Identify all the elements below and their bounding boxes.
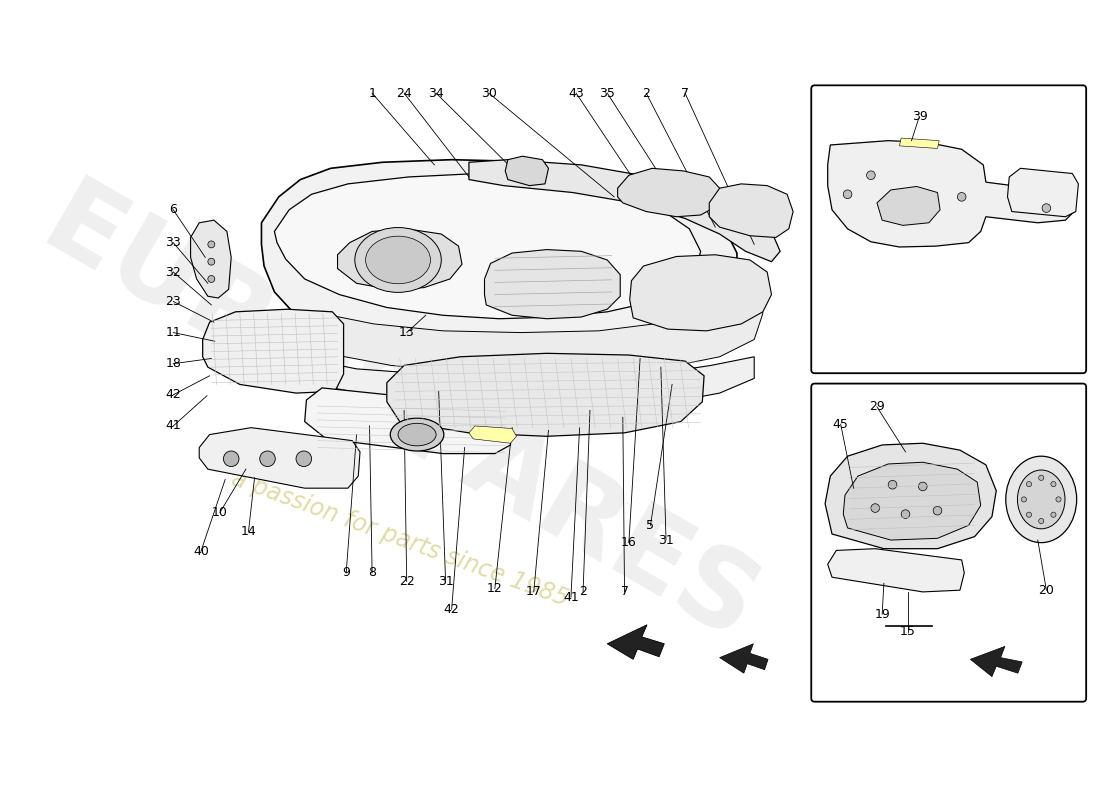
- Text: 22: 22: [399, 575, 415, 588]
- Text: 12: 12: [487, 582, 503, 595]
- FancyBboxPatch shape: [812, 86, 1086, 374]
- Text: 13: 13: [399, 326, 415, 339]
- Polygon shape: [900, 138, 939, 149]
- Text: 5: 5: [647, 519, 654, 532]
- Text: 42: 42: [443, 602, 460, 616]
- Text: 10: 10: [212, 506, 228, 519]
- Ellipse shape: [390, 418, 444, 451]
- Polygon shape: [505, 156, 549, 186]
- Text: 35: 35: [600, 86, 615, 100]
- Polygon shape: [305, 388, 513, 454]
- Circle shape: [208, 275, 214, 282]
- Polygon shape: [607, 625, 664, 659]
- Polygon shape: [629, 254, 771, 331]
- Text: 31: 31: [438, 575, 453, 588]
- Circle shape: [1038, 475, 1044, 480]
- Polygon shape: [970, 646, 1022, 677]
- Text: 41: 41: [165, 419, 182, 433]
- Circle shape: [208, 258, 214, 265]
- Polygon shape: [1008, 168, 1078, 217]
- Ellipse shape: [355, 227, 441, 292]
- Text: 2: 2: [579, 586, 587, 598]
- Circle shape: [871, 504, 880, 512]
- Polygon shape: [469, 160, 780, 262]
- Circle shape: [844, 190, 851, 198]
- Circle shape: [260, 451, 275, 466]
- Circle shape: [1026, 482, 1032, 486]
- Text: 9: 9: [342, 566, 350, 579]
- Polygon shape: [262, 344, 755, 407]
- Circle shape: [1042, 204, 1050, 213]
- Polygon shape: [199, 428, 360, 488]
- Ellipse shape: [1018, 470, 1065, 529]
- Circle shape: [957, 193, 966, 201]
- Polygon shape: [877, 186, 940, 226]
- Circle shape: [1038, 518, 1044, 524]
- Circle shape: [918, 482, 927, 490]
- Text: 6: 6: [169, 203, 177, 216]
- Polygon shape: [202, 310, 343, 393]
- Circle shape: [1021, 497, 1026, 502]
- Circle shape: [1050, 512, 1056, 518]
- Polygon shape: [710, 184, 793, 238]
- Circle shape: [296, 451, 311, 466]
- Text: 17: 17: [526, 586, 541, 598]
- Text: 7: 7: [681, 86, 689, 100]
- Text: 31: 31: [658, 534, 674, 546]
- Ellipse shape: [398, 423, 436, 446]
- Text: 18: 18: [165, 357, 182, 370]
- Circle shape: [1050, 482, 1056, 486]
- Text: 39: 39: [912, 110, 928, 123]
- Circle shape: [901, 510, 910, 518]
- Text: 16: 16: [621, 536, 637, 549]
- Text: 1: 1: [368, 86, 376, 100]
- Polygon shape: [844, 462, 981, 540]
- Polygon shape: [827, 549, 965, 592]
- Polygon shape: [305, 279, 763, 374]
- Text: 41: 41: [563, 590, 579, 603]
- Polygon shape: [719, 644, 768, 673]
- Circle shape: [1026, 512, 1032, 518]
- Text: 7: 7: [620, 586, 628, 598]
- Circle shape: [208, 241, 214, 248]
- Text: a passion for parts since 1985: a passion for parts since 1985: [228, 466, 572, 610]
- Text: 34: 34: [428, 86, 444, 100]
- Text: 8: 8: [368, 566, 376, 579]
- Ellipse shape: [1005, 456, 1077, 542]
- Text: 40: 40: [192, 545, 209, 558]
- Text: 2: 2: [642, 86, 650, 100]
- Text: 24: 24: [396, 86, 412, 100]
- Text: EUROSPARES: EUROSPARES: [24, 170, 774, 665]
- Circle shape: [1056, 497, 1062, 502]
- Polygon shape: [825, 443, 997, 549]
- Circle shape: [933, 506, 942, 515]
- Text: 33: 33: [165, 236, 182, 249]
- Text: 20: 20: [1038, 584, 1054, 597]
- Polygon shape: [469, 426, 517, 443]
- Polygon shape: [274, 174, 701, 318]
- Text: 11: 11: [165, 326, 182, 339]
- Polygon shape: [484, 250, 620, 318]
- Text: 29: 29: [869, 401, 884, 414]
- Circle shape: [888, 480, 896, 489]
- Text: 14: 14: [241, 525, 256, 538]
- Ellipse shape: [365, 236, 430, 284]
- Text: 30: 30: [481, 86, 497, 100]
- Polygon shape: [190, 220, 231, 298]
- Polygon shape: [338, 229, 462, 290]
- Text: 23: 23: [165, 295, 182, 308]
- Polygon shape: [827, 141, 1074, 247]
- Text: 19: 19: [874, 608, 890, 621]
- Polygon shape: [262, 160, 737, 358]
- Text: 15: 15: [900, 625, 916, 638]
- Circle shape: [223, 451, 239, 466]
- Polygon shape: [617, 168, 719, 217]
- Text: 42: 42: [165, 388, 182, 402]
- Text: 43: 43: [569, 86, 584, 100]
- Polygon shape: [387, 354, 704, 436]
- Circle shape: [867, 171, 876, 179]
- Text: 45: 45: [833, 418, 848, 430]
- Text: 32: 32: [165, 266, 182, 278]
- FancyBboxPatch shape: [812, 383, 1086, 702]
